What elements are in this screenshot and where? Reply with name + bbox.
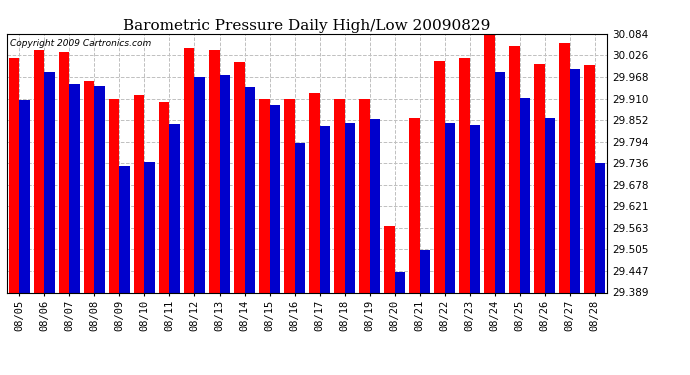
Bar — [284, 99, 295, 292]
Bar — [570, 69, 580, 292]
Bar — [70, 84, 80, 292]
Bar — [195, 77, 205, 292]
Bar — [109, 99, 119, 292]
Bar — [244, 87, 255, 292]
Bar — [159, 102, 170, 292]
Bar — [259, 99, 270, 292]
Bar — [319, 126, 330, 292]
Bar — [395, 272, 405, 292]
Bar — [144, 162, 155, 292]
Bar — [134, 95, 144, 292]
Bar — [584, 65, 595, 292]
Bar — [34, 50, 44, 292]
Bar — [495, 72, 505, 292]
Bar — [409, 118, 420, 292]
Bar — [509, 46, 520, 292]
Bar — [44, 72, 55, 292]
Bar — [444, 123, 455, 292]
Bar — [219, 75, 230, 292]
Bar — [470, 124, 480, 292]
Bar — [559, 43, 570, 292]
Bar — [234, 62, 244, 292]
Bar — [359, 99, 370, 292]
Bar — [595, 163, 605, 292]
Bar — [184, 48, 195, 292]
Bar — [384, 226, 395, 292]
Bar — [544, 118, 555, 292]
Bar — [484, 32, 495, 292]
Bar — [520, 98, 530, 292]
Bar — [370, 118, 380, 292]
Bar — [459, 58, 470, 292]
Bar — [170, 124, 180, 292]
Bar — [95, 86, 105, 292]
Bar — [209, 50, 219, 292]
Bar — [119, 165, 130, 292]
Bar — [270, 105, 280, 292]
Bar — [334, 99, 344, 292]
Bar — [534, 64, 544, 292]
Bar — [19, 100, 30, 292]
Bar — [434, 61, 444, 292]
Text: Copyright 2009 Cartronics.com: Copyright 2009 Cartronics.com — [10, 39, 151, 48]
Bar — [344, 123, 355, 292]
Bar — [420, 251, 430, 292]
Bar — [309, 93, 319, 292]
Bar — [9, 58, 19, 292]
Bar — [84, 81, 95, 292]
Title: Barometric Pressure Daily High/Low 20090829: Barometric Pressure Daily High/Low 20090… — [124, 19, 491, 33]
Bar — [295, 143, 305, 292]
Bar — [59, 53, 70, 292]
